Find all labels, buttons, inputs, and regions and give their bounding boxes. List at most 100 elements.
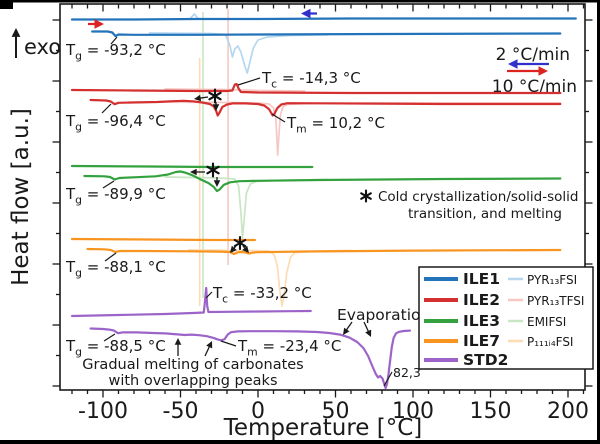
exo-direction-arrow (11, 28, 21, 58)
arrow-head (190, 168, 197, 176)
annotation-leader (102, 180, 115, 189)
annotation-leader (383, 371, 393, 387)
arrow-head (365, 329, 372, 337)
asterisk-spoke (206, 165, 220, 175)
asterisk-spoke (360, 192, 372, 200)
curve-PYR13FSI-cooling-bump (188, 13, 200, 20)
legend-label: EMIFSI (527, 315, 566, 329)
evaporation-arrow-1 (343, 321, 353, 335)
legend-item-PFSI: P₁₁₁ᵢ₄FSI (508, 335, 573, 349)
arrow-head (301, 8, 311, 19)
annotation-tm-std2: Tm = -23,4 °C (237, 337, 341, 359)
annotation-tg-ile2: Tg = -96,4 °C (65, 112, 166, 134)
x-tick-label: 200 (547, 399, 589, 424)
legend-box (418, 266, 594, 370)
curve-ILE2-cooling (70, 82, 562, 95)
cooling-direction-arrow (301, 8, 317, 19)
exo-label: exo (24, 35, 61, 59)
curve-ILE3-cooling (70, 164, 314, 169)
x-tick-label: -50 (163, 399, 199, 424)
annotation-leader (104, 252, 117, 262)
gradual-melting-arrow-1 (174, 338, 182, 356)
arrow-shaft (199, 96, 209, 99)
annotation-tg-std2: Tg = -88,5 °C (65, 337, 166, 359)
asterisk-marker (208, 88, 222, 104)
evaporation-arrow-2 (363, 321, 372, 337)
screenshot-border-corner (0, 0, 13, 9)
arrow-shaft (204, 345, 211, 357)
legend-item-ILE2: ILE2 (424, 291, 500, 309)
curve-ILE3-heating (83, 170, 562, 193)
x-tick-label: 100 (392, 399, 434, 424)
legend-item-ILE3: ILE3 (424, 312, 500, 330)
plot-frame (59, 3, 586, 391)
legend-label: P₁₁₁ᵢ₄FSI (527, 335, 573, 349)
legend-item-EMIFSI: EMIFSI (508, 315, 566, 329)
curve-EMIFSI-heating (164, 176, 329, 239)
arrow-head (242, 245, 249, 253)
asterisk-marker (360, 189, 372, 203)
x-tick-label: 0 (251, 399, 265, 424)
asterisk-ile2-arrow-left (194, 94, 209, 102)
asterisk-marker (206, 162, 220, 178)
arrow-head (212, 104, 220, 111)
arrow-head (343, 327, 350, 335)
annotation-tg-ile1: Tg = -93,2 °C (65, 41, 166, 63)
x-tick-label: -100 (78, 399, 128, 424)
arrow-head (11, 28, 21, 37)
heating-direction-arrow (88, 19, 104, 29)
legend-label: ILE7 (463, 332, 500, 350)
annotation-asterisk-note-line1: Cold crystallization/solid-solid (378, 189, 578, 205)
x-tick-label: 50 (322, 399, 350, 424)
annotation-gradual-melting-line1: Gradual melting of carbonates (82, 357, 304, 373)
arrow-head (538, 66, 548, 76)
annotation-evaporation: Evaporation (337, 306, 430, 324)
annotation-leader (101, 103, 112, 114)
arrow-head (194, 94, 202, 102)
legend-label: ILE1 (463, 270, 500, 288)
annotation-leader (237, 77, 261, 86)
curve-PYR13TFSI-cooling (164, 88, 306, 92)
screenshot-border-top (0, 0, 600, 3)
legend-label: PYR₁₃TFSI (527, 294, 584, 308)
annotation-tc-ile2: Tc = -14,3 °C (261, 69, 361, 91)
legend-label: PYR₁₃FSI (527, 273, 577, 287)
legend-item-STD2: STD2 (424, 351, 508, 369)
asterisk-spoke (208, 91, 222, 101)
curve-ILE2-heating (89, 98, 562, 117)
legend-label: STD2 (463, 351, 508, 369)
x-axis-label: Temperature [°C] (223, 415, 423, 441)
arrow-head (94, 19, 104, 29)
asterisk-ile7-arrow-left (230, 245, 237, 253)
curve-ILE1-cooling (70, 17, 577, 21)
annotation-gradual-melting-line2: with overlapping peaks (108, 373, 277, 389)
screenshot-border-right (597, 0, 600, 444)
curve-ILE7-cooling (70, 237, 256, 242)
annotation-leader (220, 340, 237, 347)
arrow-head (213, 180, 221, 187)
rate-slow-arrow (508, 59, 549, 69)
annotation-leader (271, 113, 286, 123)
arrow-head (174, 338, 182, 345)
annotation-leader (103, 333, 116, 342)
curve-STD2-cooling (70, 286, 312, 318)
legend-item-ILE7: ILE7 (424, 332, 500, 350)
arrow-shaft (363, 321, 370, 333)
gradual-melting-arrow-2 (204, 341, 213, 357)
y-axis-label: Heat flow [a.u.] (8, 108, 34, 286)
arrow-head (206, 341, 213, 349)
x-tick-label: 150 (470, 399, 512, 424)
asterisk-spoke (233, 238, 247, 248)
asterisk-ile7-arrow-right (242, 245, 249, 253)
arrow-shaft (345, 321, 353, 331)
screenshot-border-bottom (0, 440, 600, 444)
annotation-asterisk-note-line2: transition, and melting (408, 206, 562, 222)
annotation-tm-ile2: Tm = 10,2 °C (286, 114, 385, 136)
legend-label: ILE3 (463, 312, 500, 330)
legend-item-PYRTFSI: PYR₁₃TFSI (508, 294, 584, 308)
curve-PYR13FSI-heating (148, 32, 329, 74)
curve-ILE1-heating (91, 30, 562, 38)
